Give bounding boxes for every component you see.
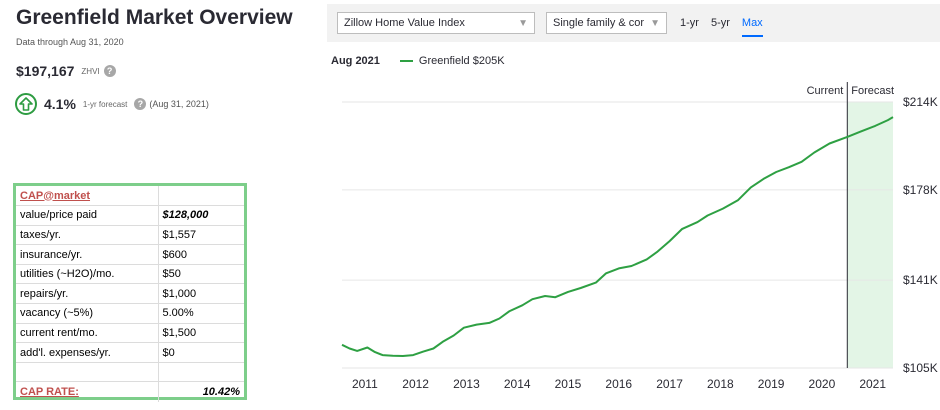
chart-controls-bar: Zillow Home Value Index ▼ Single family …	[327, 4, 940, 42]
x-tick-label: 2012	[402, 377, 429, 391]
table-row: vacancy (~5%) 5.00%	[16, 303, 244, 324]
chart-legend: Aug 2021 Greenfield $205K	[331, 55, 505, 67]
forecast-region	[847, 102, 893, 368]
page-title: Greenfield Market Overview	[16, 6, 293, 29]
row-label: taxes/yr.	[16, 225, 159, 246]
x-tick-label: 2014	[504, 377, 531, 391]
cap-rate-value: 10.42%	[202, 385, 240, 398]
zhvi-value: $197,167	[16, 63, 75, 79]
table-row: taxes/yr. $1,557	[16, 225, 244, 246]
legend-series-label: Greenfield $205K	[418, 55, 505, 67]
x-tick-label: 2018	[707, 377, 734, 391]
y-tick-label: $178K	[903, 183, 938, 197]
cap-rate-table: CAP@market value/price paid $128,000 tax…	[13, 183, 247, 402]
forecast-value: 4.1%	[44, 96, 76, 112]
table-row: utilities (~H2O)/mo. $50	[16, 264, 244, 285]
zhvi-label: ZHVI	[81, 66, 100, 76]
table-row: CAP RATE: 10.42%	[16, 381, 244, 402]
row-value: $1,557	[158, 225, 244, 246]
forecast-date: (Aug 31, 2021)	[149, 99, 209, 109]
info-icon[interactable]: ?	[103, 65, 116, 77]
table-row	[16, 362, 244, 383]
home-type-select-value: Single family & cor	[553, 17, 645, 29]
row-value: 5.00%	[158, 303, 244, 324]
row-value: $0	[158, 342, 244, 363]
overview-panel: Greenfield Market Overview Data through …	[0, 0, 320, 410]
x-tick-label: 2021	[859, 377, 886, 391]
row-value: $1,500	[158, 323, 244, 344]
table-row: repairs/yr. $1,000	[16, 283, 244, 305]
row-label: insurance/yr.	[16, 244, 159, 265]
row-value: $50	[158, 264, 244, 285]
legend-date: Aug 2021	[331, 55, 380, 67]
chevron-down-icon: ▼	[650, 18, 660, 29]
legend-swatch	[399, 60, 413, 62]
x-tick-label: 2016	[605, 377, 632, 391]
forecast-label: 1-yr forecast	[82, 99, 128, 109]
table-row: value/price paid $128,000	[16, 205, 244, 226]
table-row: insurance/yr. $600	[16, 244, 244, 265]
row-label: current rent/mo.	[16, 323, 159, 344]
table-row: add'l. expenses/yr. $0	[16, 342, 244, 363]
y-tick-label: $214K	[903, 95, 938, 109]
current-label: Current	[807, 85, 844, 97]
x-tick-label: 2013	[453, 377, 480, 391]
row-value: $128,000	[158, 205, 244, 226]
index-select-value: Zillow Home Value Index	[344, 17, 465, 29]
tab-1-yr[interactable]: 1-yr	[680, 17, 699, 29]
row-label: value/price paid	[16, 205, 159, 226]
info-icon[interactable]: ?	[134, 98, 147, 110]
table-row: CAP@market	[16, 186, 244, 207]
row-label: repairs/yr.	[16, 283, 159, 305]
table-row: current rent/mo. $1,500	[16, 323, 244, 344]
arrow-up-icon	[15, 93, 37, 115]
forecast-label: Forecast	[851, 85, 894, 97]
data-through-label: Data through Aug 31, 2020	[16, 37, 124, 47]
cap-rate-label: CAP RATE:	[16, 381, 159, 402]
y-tick-label: $141K	[903, 273, 938, 287]
row-label: add'l. expenses/yr.	[16, 342, 159, 363]
x-tick-label: 2017	[656, 377, 683, 391]
series-line-greenfield	[341, 116, 894, 357]
y-tick-label: $105K	[903, 361, 938, 375]
zhvi-row: $197,167 ZHVI ?	[16, 63, 116, 79]
forecast-row: 4.1% 1-yr forecast ? (Aug 31, 2021)	[15, 93, 209, 115]
chevron-down-icon: ▼	[518, 18, 528, 29]
tab-max[interactable]: Max	[741, 17, 763, 37]
row-label: utilities (~H2O)/mo.	[16, 264, 159, 285]
tab-5-yr[interactable]: 5-yr	[710, 17, 730, 29]
cap-header: CAP@market	[16, 186, 159, 207]
row-label: vacancy (~5%)	[16, 303, 159, 324]
range-tabs: 1-yr 5-yr Max	[680, 17, 763, 37]
x-tick-label: 2015	[555, 377, 582, 391]
x-tick-label: 2019	[758, 377, 785, 391]
x-tick-label: 2020	[809, 377, 836, 391]
row-value: $600	[158, 244, 244, 265]
index-select[interactable]: Zillow Home Value Index ▼	[337, 12, 535, 34]
home-type-select[interactable]: Single family & cor ▼	[546, 12, 667, 34]
row-value: $1,000	[158, 283, 244, 305]
x-tick-label: 2011	[352, 377, 378, 391]
